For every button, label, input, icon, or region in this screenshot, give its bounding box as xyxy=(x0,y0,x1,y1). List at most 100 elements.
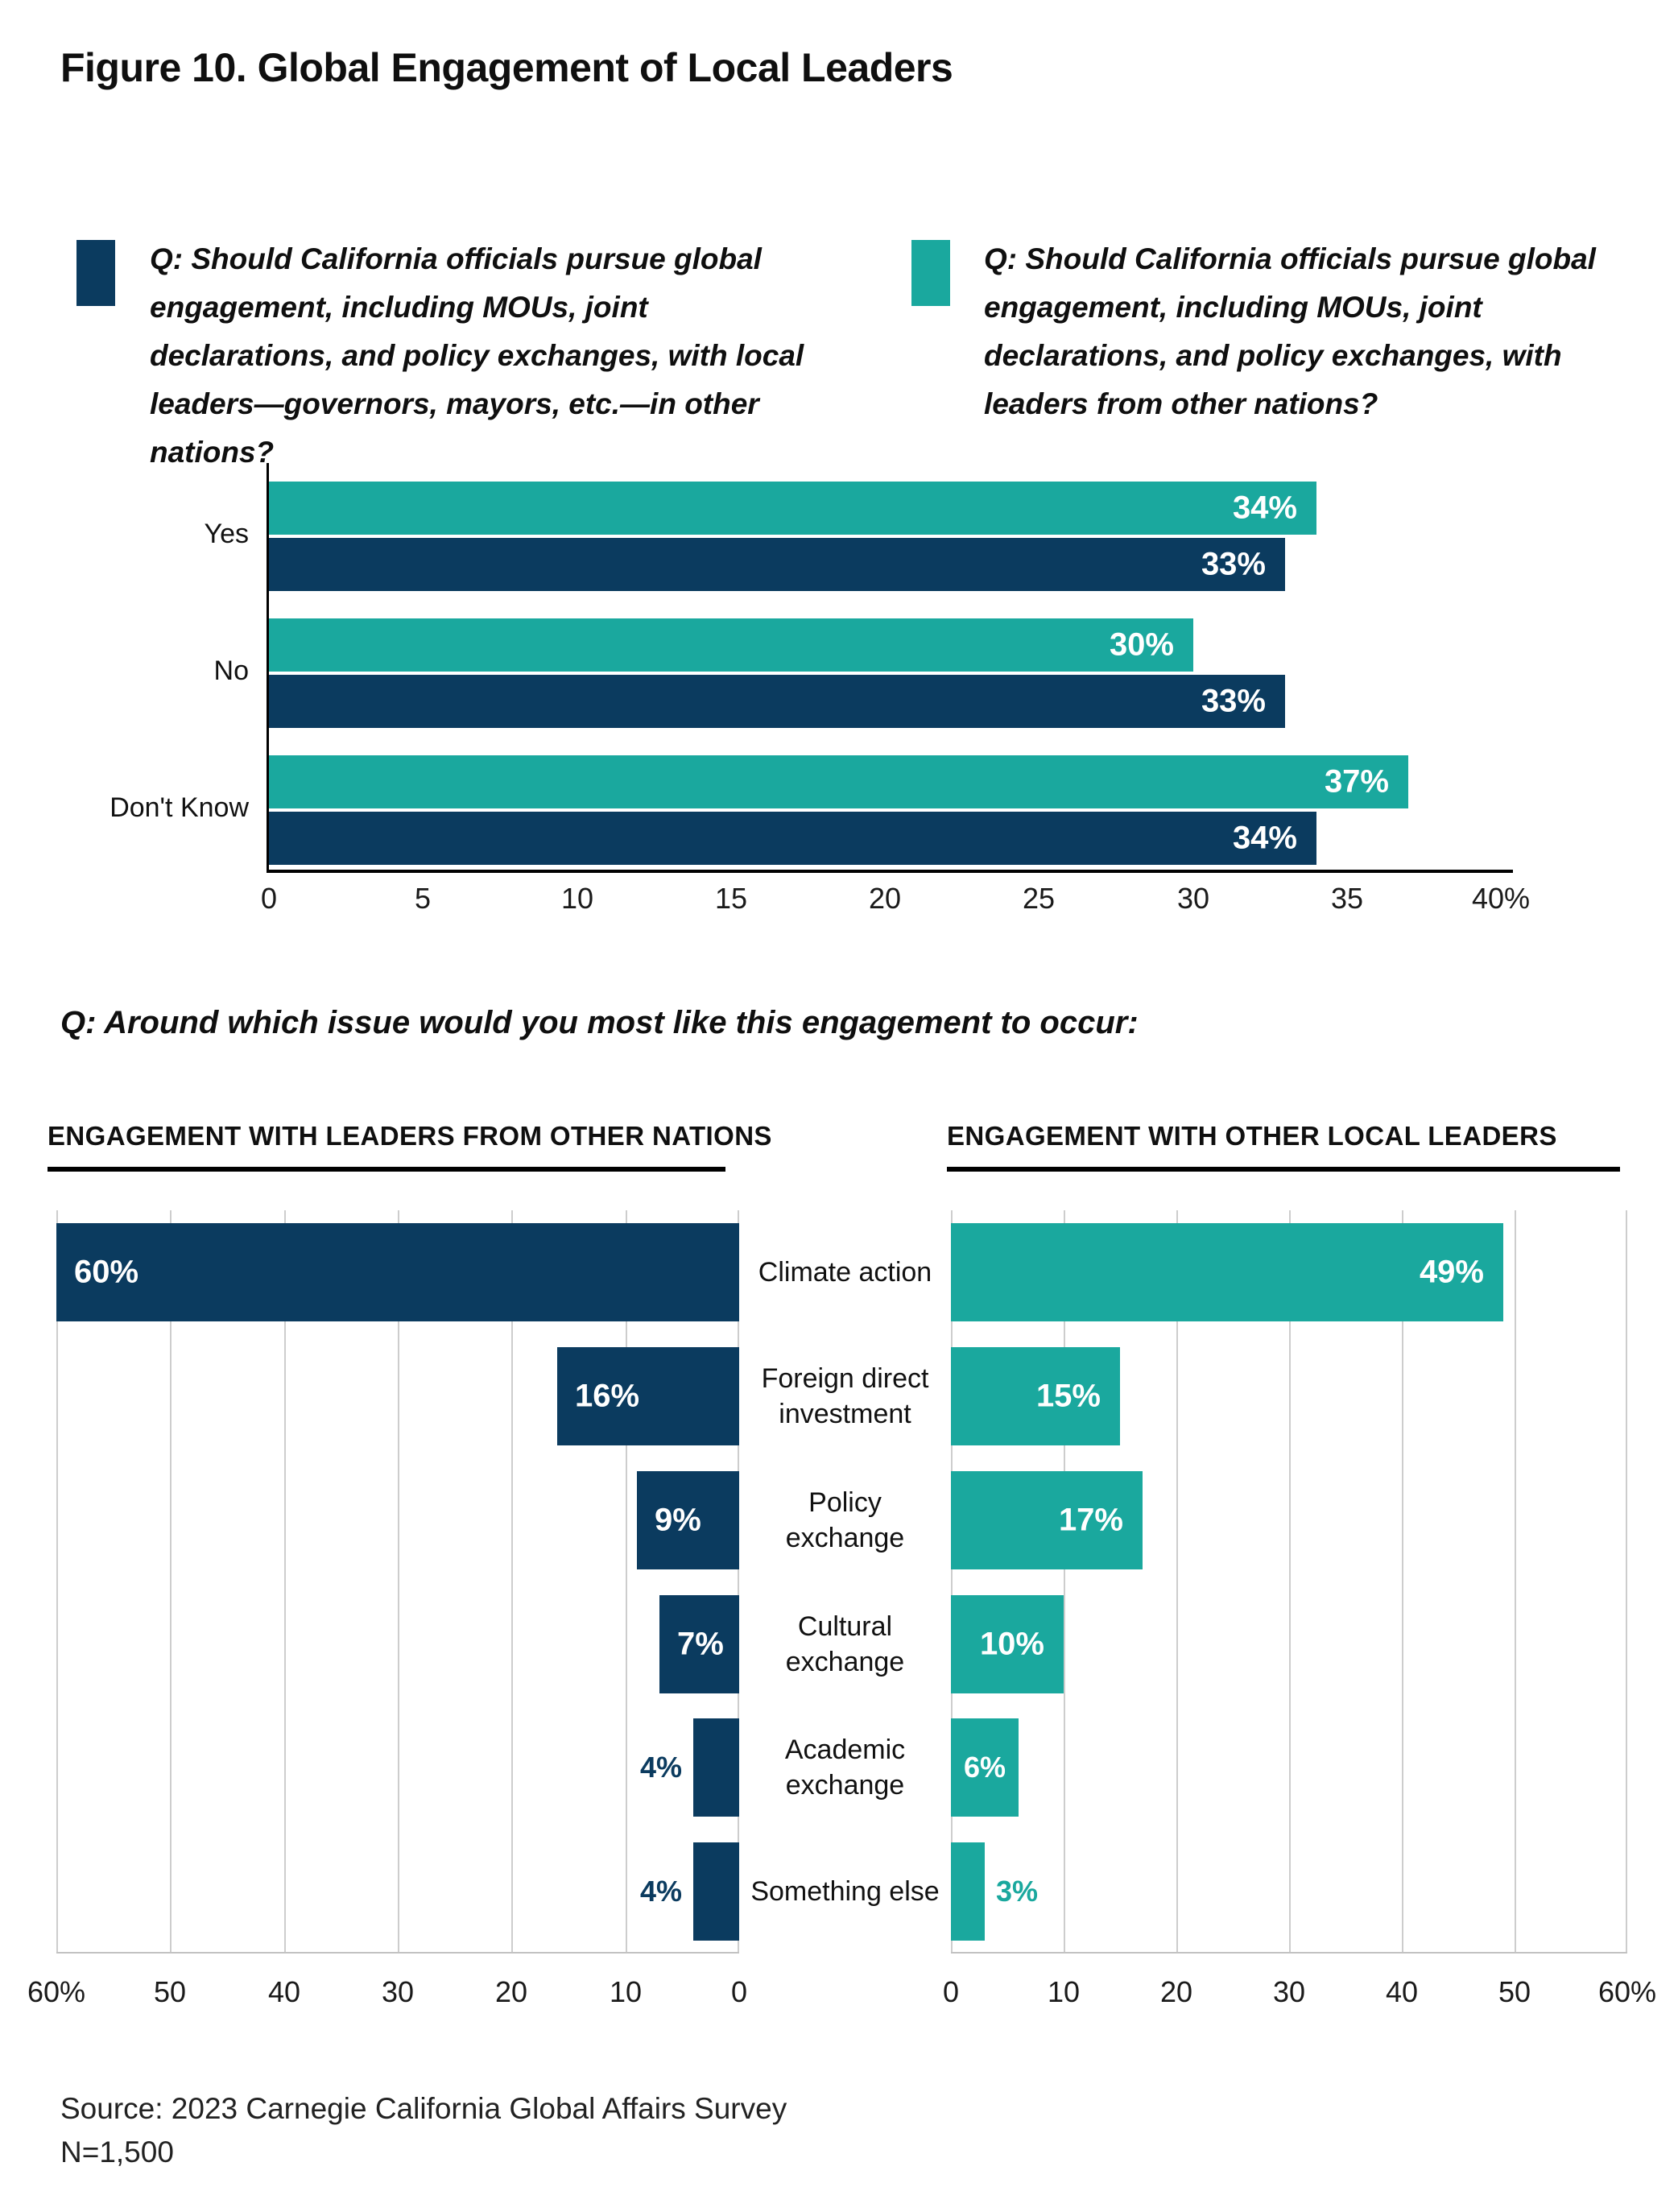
bar-don-t-know-navy: 34% xyxy=(269,812,1316,865)
x-axis-line xyxy=(267,870,1513,873)
category-label-academic-exchange: Academic exchange xyxy=(784,1734,906,1801)
bar-cultural-exchange: 10% xyxy=(951,1595,1064,1693)
chart-baseline xyxy=(951,1952,1627,1954)
gridline xyxy=(951,1210,953,1954)
gridline xyxy=(1289,1210,1291,1954)
bar-value-label: 7% xyxy=(677,1626,724,1662)
source-line: Source: 2023 Carnegie California Global … xyxy=(60,2092,787,2125)
left-header-underline xyxy=(48,1167,725,1172)
bar-value-label: 34% xyxy=(1232,490,1297,526)
bar-value-label: 34% xyxy=(1232,820,1297,856)
category-label-something-else: Something else xyxy=(750,1875,940,1907)
legend-swatch-navy xyxy=(76,240,115,306)
x-tick: 30 xyxy=(381,1975,415,2008)
x-tick: 20 xyxy=(868,882,902,915)
legend-swatch-teal xyxy=(911,240,950,306)
x-tick: 35 xyxy=(1330,882,1364,915)
x-tick: 50 xyxy=(153,1975,187,2008)
bar-climate-action: 49% xyxy=(951,1223,1503,1321)
gridline xyxy=(1402,1210,1403,1954)
bar-value-label: 33% xyxy=(1201,683,1266,719)
bar-chart-leaders-from-other-nations: 60% 16% 9% 7% 4% 4% 60% 50 40 30 20 10 0 xyxy=(27,1210,747,2008)
bar-something-else: 4% xyxy=(640,1842,739,1941)
x-tick: 60% xyxy=(27,1975,86,2008)
x-tick: 25 xyxy=(1022,882,1056,915)
bar-academic-exchange: 6% xyxy=(951,1718,1019,1817)
bar-policy-exchange: 9% xyxy=(637,1471,739,1569)
x-tick: 10 xyxy=(609,1975,643,2008)
bar-value-label: 10% xyxy=(979,1626,1044,1662)
x-tick: 20 xyxy=(1159,1975,1193,2008)
bar-value-label: 16% xyxy=(575,1378,640,1414)
bar-value-label: 6% xyxy=(963,1751,1006,1784)
x-tick: 10 xyxy=(1047,1975,1081,2008)
chart-baseline xyxy=(56,1952,739,1954)
bar-value-label: 3% xyxy=(996,1875,1039,1908)
x-tick: 40 xyxy=(267,1975,301,2008)
bar-foreign-direct-investment: 15% xyxy=(951,1347,1120,1445)
x-tick: 5 xyxy=(414,882,432,915)
left-chart-header: ENGAGEMENT WITH LEADERS FROM OTHER NATIO… xyxy=(48,1121,772,1151)
x-tick: 15 xyxy=(714,882,748,915)
legend-question-other-nations: Q: Should California officials pursue gl… xyxy=(984,242,1596,420)
bar-no-navy: 33% xyxy=(269,675,1285,728)
category-label-foreign-direct-investment: Foreign direct investment xyxy=(761,1362,929,1429)
figure-title: Figure 10. Global Engagement of Local Le… xyxy=(60,45,953,90)
bar-no-teal: 30% xyxy=(269,618,1193,672)
right-chart-header: ENGAGEMENT WITH OTHER LOCAL LEADERS xyxy=(947,1121,1557,1151)
bar-value-label: 33% xyxy=(1201,546,1266,582)
category-label-cultural-exchange: Cultural exchange xyxy=(785,1610,905,1677)
gridline xyxy=(1626,1210,1627,1954)
question-issue-engagement: Q: Around which issue would you most lik… xyxy=(60,1005,1139,1040)
bar-yes-navy: 33% xyxy=(269,538,1285,591)
x-tick: 0 xyxy=(942,1975,960,2008)
category-label-column: Climate action Foreign direct investment P… xyxy=(739,1210,951,1954)
x-tick: 10 xyxy=(560,882,594,915)
gridline xyxy=(398,1210,399,1954)
bar-climate-action: 60% xyxy=(56,1223,739,1321)
category-label-climate-action: Climate action xyxy=(758,1256,932,1288)
gridline xyxy=(1064,1210,1065,1954)
x-tick: 40% xyxy=(1471,882,1531,915)
legend-question-local-leaders: Q: Should California officials pursue gl… xyxy=(150,242,804,469)
gridline xyxy=(1176,1210,1178,1954)
gridline xyxy=(511,1210,513,1954)
x-tick: 0 xyxy=(260,882,278,915)
row-label-yes: Yes xyxy=(204,519,249,549)
category-label-policy-exchange: Policy exchange xyxy=(785,1486,905,1553)
gridline xyxy=(738,1210,739,1954)
row-label-don-t-know: Don't Know xyxy=(110,792,249,823)
bar-value-label: 60% xyxy=(74,1254,139,1290)
grouped-bar-chart-global-engagement: 34% 33% Yes 30% 33% No 37% 34% Don't Know 0 5 10 15 2… xyxy=(110,463,1530,915)
bar-cultural-exchange: 7% xyxy=(659,1595,739,1693)
x-tick: 0 xyxy=(730,1975,748,2008)
x-tick: 20 xyxy=(494,1975,528,2008)
bar-value-label: 30% xyxy=(1109,626,1174,663)
right-header-underline xyxy=(947,1167,1620,1172)
bar-foreign-direct-investment: 16% xyxy=(557,1347,739,1445)
bar-value-label: 49% xyxy=(1419,1254,1484,1290)
y-axis-line xyxy=(267,463,269,873)
bar-something-else: 3% xyxy=(951,1842,1038,1941)
gridline xyxy=(1515,1210,1516,1954)
bar-value-label: 15% xyxy=(1035,1378,1101,1414)
bar-value-label: 4% xyxy=(639,1875,682,1908)
sample-size-line: N=1,500 xyxy=(60,2136,174,2169)
bar-value-label: 17% xyxy=(1058,1502,1123,1538)
bar-don-t-know-teal: 37% xyxy=(269,755,1408,808)
bar-academic-exchange: 4% xyxy=(640,1718,739,1817)
gridline xyxy=(626,1210,627,1954)
gridline xyxy=(56,1210,58,1954)
bar-policy-exchange: 17% xyxy=(951,1471,1143,1569)
bar-yes-teal: 34% xyxy=(269,482,1316,535)
x-tick: 50 xyxy=(1498,1975,1531,2008)
bar-chart-other-local-leaders: 49% 15% 17% 10% 6% 3% 0 10 20 30 40 50 60% xyxy=(943,1210,1656,2008)
bar-value-label: 37% xyxy=(1324,763,1389,800)
gridline xyxy=(170,1210,172,1954)
gridline xyxy=(284,1210,286,1954)
bar-value-label: 9% xyxy=(655,1502,701,1538)
row-label-no: No xyxy=(213,655,249,686)
bar-value-label: 4% xyxy=(639,1751,682,1784)
x-tick: 30 xyxy=(1272,1975,1306,2008)
